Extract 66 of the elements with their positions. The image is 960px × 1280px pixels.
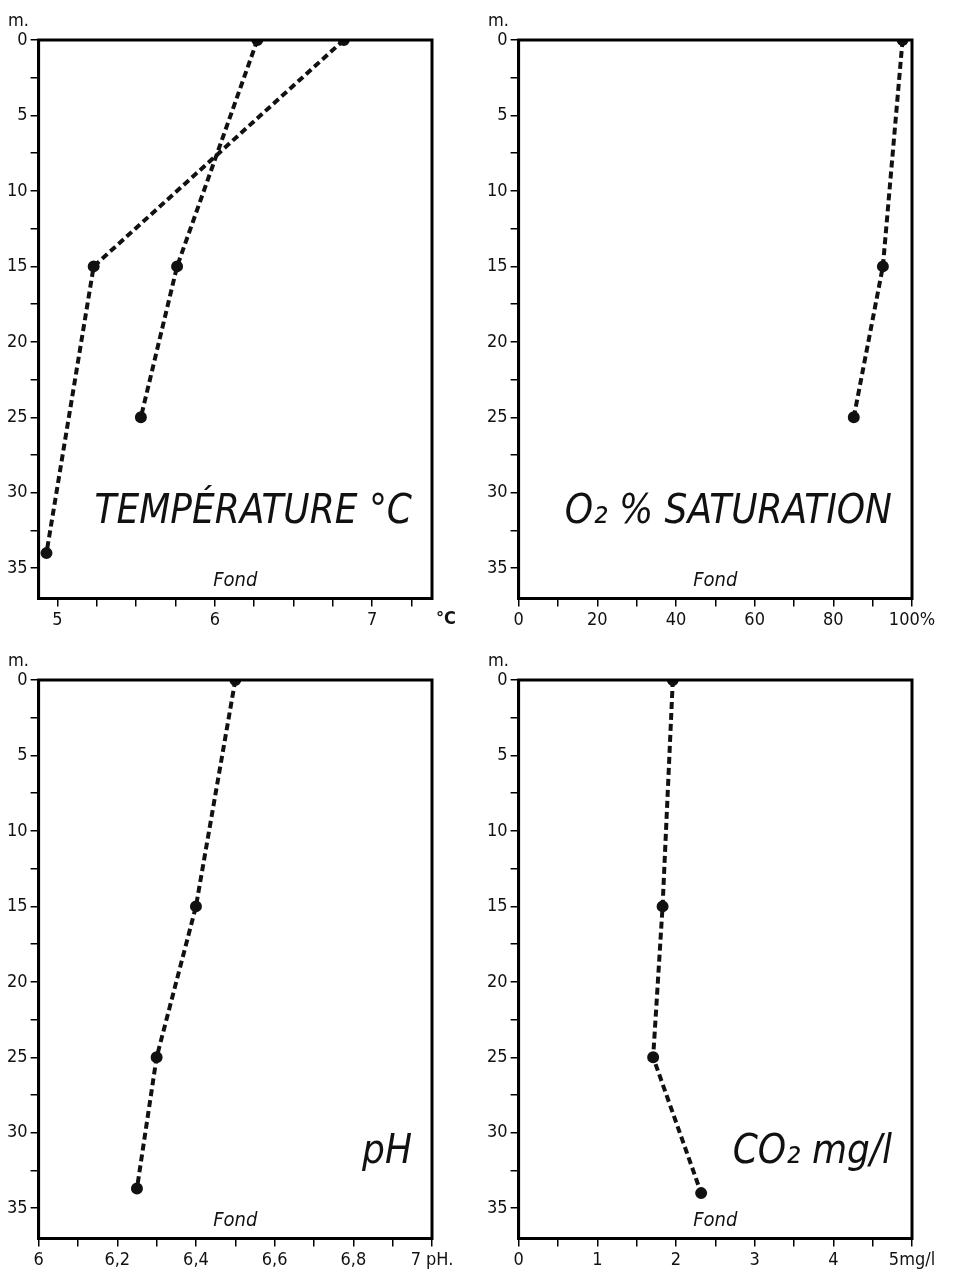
x-tick-label: 1 xyxy=(592,1247,603,1269)
y-tick-label: 15 xyxy=(6,894,28,916)
text: pH xyxy=(361,1126,412,1173)
y-tick-label: 5 xyxy=(17,103,28,125)
y-tick-label: 5 xyxy=(497,103,508,125)
y-tick-label: 25 xyxy=(486,1044,508,1066)
y-tick-label: 10 xyxy=(486,178,508,200)
y-tick-label: 25 xyxy=(6,1044,28,1066)
y-axis-title: m. xyxy=(8,9,29,30)
x-tick-label: 6,2 xyxy=(104,1247,131,1269)
x-tick-label: 5mg/l xyxy=(888,1247,936,1269)
y-tick-label: 10 xyxy=(486,818,508,840)
y-tick-label: 20 xyxy=(6,329,28,351)
y-tick-label: 5 xyxy=(497,743,508,765)
x-tick-label: 7 pH. xyxy=(410,1247,454,1269)
annotation: Fond xyxy=(693,567,738,592)
y-tick-label: 15 xyxy=(6,254,28,276)
x-tick-label: 80 xyxy=(823,607,844,629)
x-tick-label: 3 xyxy=(749,1247,760,1269)
annotation: Fond xyxy=(213,1207,258,1232)
x-tick-label: 2 xyxy=(670,1247,682,1269)
y-tick-label: 25 xyxy=(6,404,28,426)
y-tick-label: 0 xyxy=(17,667,28,689)
annotation: Fond xyxy=(693,1207,738,1232)
y-tick-label: 35 xyxy=(486,555,508,577)
y-tick-label: 30 xyxy=(486,480,508,502)
y-tick-label: 30 xyxy=(6,1120,28,1142)
y-axis-title: m. xyxy=(8,649,29,670)
x-tick-label: 20 xyxy=(586,607,608,629)
y-tick-label: 25 xyxy=(486,404,508,426)
y-tick-label: 35 xyxy=(486,1195,508,1217)
x-tick-label: 40 xyxy=(665,607,687,629)
x-tick-label: 5 xyxy=(52,607,63,629)
y-tick-label: 15 xyxy=(486,254,508,276)
x-tick-label: 6,6 xyxy=(261,1247,288,1269)
x-tick-label: 0 xyxy=(513,1247,524,1269)
y-tick-label: 20 xyxy=(486,969,508,991)
x-tick-label: 4 xyxy=(828,1247,839,1269)
y-tick-label: 0 xyxy=(17,27,28,49)
x-tick-label: 6,8 xyxy=(340,1247,367,1269)
x-tick-label: 7 xyxy=(367,607,378,629)
text: TEMPÉRATURE °C xyxy=(94,485,413,533)
x-tick-label: 100% xyxy=(888,607,936,629)
annotation: Fond xyxy=(213,567,258,592)
y-tick-label: 5 xyxy=(17,743,28,765)
x-axis-title: °C xyxy=(436,607,456,629)
y-tick-label: 30 xyxy=(6,480,28,502)
text: O₂ % SATURATION xyxy=(564,486,892,533)
x-tick-label: 6 xyxy=(209,607,220,629)
y-tick-label: 30 xyxy=(486,1120,508,1142)
y-tick-label: 35 xyxy=(6,1195,28,1217)
y-tick-label: 10 xyxy=(6,178,28,200)
y-axis-title: m. xyxy=(488,649,509,670)
y-tick-label: 20 xyxy=(486,329,508,351)
y-axis-title: m. xyxy=(488,9,509,30)
x-tick-label: 60 xyxy=(744,607,765,629)
y-tick-label: 35 xyxy=(6,555,28,577)
y-tick-label: 15 xyxy=(486,894,508,916)
y-tick-label: 20 xyxy=(6,969,28,991)
y-tick-label: 10 xyxy=(6,818,28,840)
y-tick-label: 0 xyxy=(497,667,508,689)
text: CO₂ mg/l xyxy=(732,1126,892,1173)
x-tick-label: 6,4 xyxy=(183,1247,209,1269)
x-tick-label: 0 xyxy=(513,607,524,629)
y-tick-label: 0 xyxy=(497,27,508,49)
x-tick-label: 6 xyxy=(33,1247,44,1269)
